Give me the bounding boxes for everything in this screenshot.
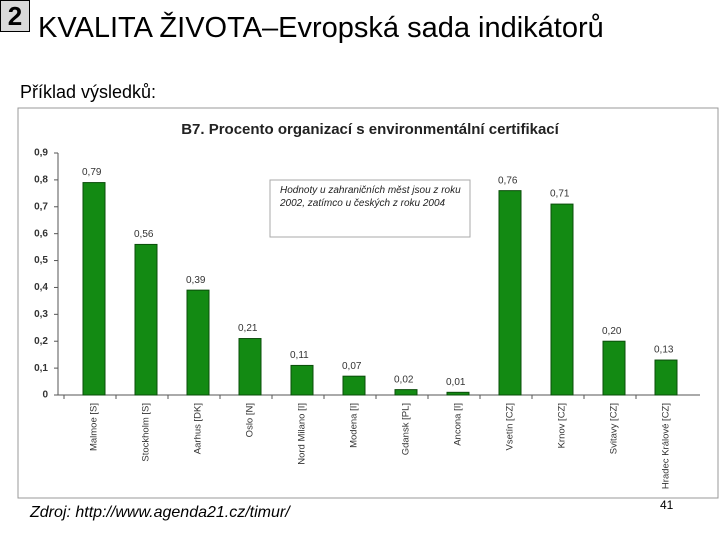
value-label: 0,71 [550, 189, 570, 200]
value-label: 0,79 [82, 167, 102, 178]
y-tick-label: 0,3 [34, 309, 48, 320]
x-tick-label: Aarhus [DK] [193, 403, 204, 454]
bar [238, 338, 262, 396]
y-tick-label: 0,2 [34, 336, 48, 347]
chart-title: B7. Procento organizací s environmentáln… [181, 121, 559, 138]
x-tick-label: Nord Milano [I] [297, 403, 308, 465]
x-tick-label: Krnov [CZ] [557, 403, 568, 448]
x-tick-label: Gdansk [PL] [401, 403, 412, 455]
x-tick-label: Malmoe [S] [89, 403, 100, 451]
bar [134, 243, 158, 396]
y-tick-label: 0,7 [34, 201, 48, 212]
value-label: 0,56 [134, 229, 154, 240]
bar [82, 182, 106, 396]
y-tick-label: 0,4 [34, 282, 48, 293]
bar [654, 359, 678, 396]
annotation-box [269, 179, 471, 238]
bar [446, 391, 470, 396]
subtitle: Příklad výsledků: [20, 82, 157, 102]
bar [186, 289, 210, 396]
slide-title: KVALITA ŽIVOTA–Evropská sada indikátorů [38, 12, 604, 44]
bar [394, 389, 418, 396]
x-tick-label: Svitavy [CZ] [609, 403, 620, 454]
value-label: 0,20 [602, 326, 622, 337]
y-tick-label: 0,1 [34, 363, 48, 374]
x-tick-label: Ancona [I] [453, 403, 464, 446]
bar [498, 190, 522, 396]
value-label: 0,07 [342, 361, 362, 372]
value-label: 0,13 [654, 345, 674, 356]
value-label: 0,76 [498, 175, 518, 186]
bar [342, 375, 366, 396]
y-tick-label: 0,8 [34, 175, 48, 186]
value-label: 0,21 [238, 323, 258, 334]
y-tick-label: 0,5 [34, 255, 48, 266]
annotation: Hodnoty u zahraničních měst jsou z roku … [280, 185, 461, 209]
bar [290, 364, 314, 396]
value-label: 0,01 [446, 377, 466, 388]
value-label: 0,11 [290, 350, 309, 361]
x-tick-label: Vsetín [CZ] [505, 403, 516, 451]
value-label: 0,02 [394, 374, 414, 385]
page-number: 41 [660, 498, 674, 512]
source: Zdroj: http://www.agenda21.cz/timur/ [30, 504, 290, 521]
x-tick-label: Stockholm [S] [141, 403, 152, 462]
y-tick-label: 0,6 [34, 228, 48, 239]
bar [602, 340, 626, 396]
y-tick-label: 0 [42, 390, 48, 401]
x-tick-label: Oslo [N] [245, 403, 256, 437]
annotation-wrap: Hodnoty u zahraničních měst jsou z roku … [280, 185, 461, 209]
x-tick-label: Hradec Králové [CZ] [661, 403, 672, 489]
x-tick-label: Modena [I] [349, 403, 360, 448]
value-label: 0,39 [186, 275, 206, 286]
y-tick-label: 0,9 [34, 148, 48, 159]
bar [550, 203, 574, 396]
slide-number: 2 [0, 0, 30, 32]
